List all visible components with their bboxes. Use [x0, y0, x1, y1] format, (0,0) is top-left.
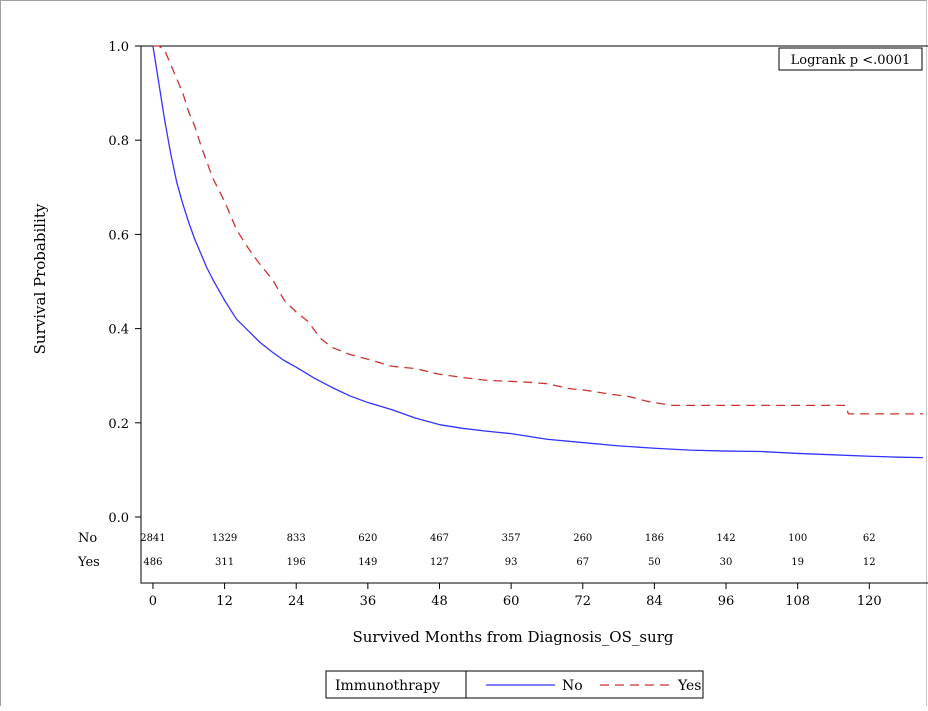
at-risk-row-label: No — [78, 531, 97, 546]
y-tick-label: 1.0 — [108, 40, 129, 55]
x-tick-label: 36 — [360, 594, 377, 609]
y-tick-label: 0.4 — [108, 323, 129, 338]
y-axis-label: Survival Probability — [31, 203, 49, 354]
logrank-box — [778, 47, 923, 71]
x-tick-label: 12 — [216, 594, 233, 609]
at-risk-row-label: Yes — [77, 555, 100, 570]
x-axis: 0 12 24 36 48 60 72 84 96 108 120 — [149, 583, 882, 609]
x-tick-label: 96 — [718, 594, 735, 609]
legend: Immunothrapy No Yes — [325, 670, 704, 699]
at-risk-value: 67 — [576, 557, 589, 568]
at-risk-value: 2841 — [140, 533, 165, 544]
x-tick-label: 0 — [149, 594, 157, 609]
at-risk-value: 93 — [505, 557, 518, 568]
at-risk-table: No 2841 1329 833 620 467 357 260 186 142 100 62 Yes 4… — [77, 531, 876, 570]
y-tick-label: 0.2 — [108, 417, 129, 432]
at-risk-value: 833 — [287, 533, 306, 544]
y-tick-label: 0.6 — [108, 228, 129, 243]
at-risk-value: 486 — [143, 557, 162, 568]
at-risk-value: 149 — [358, 557, 377, 568]
at-risk-value: 12 — [863, 557, 876, 568]
at-risk-value: 467 — [430, 533, 449, 544]
at-risk-value: 127 — [430, 557, 449, 568]
at-risk-value: 357 — [502, 533, 521, 544]
at-risk-value: 186 — [645, 533, 664, 544]
x-tick-label: 120 — [857, 594, 882, 609]
legend-label-no: No — [562, 678, 583, 694]
series-line-yes — [152, 45, 924, 415]
at-risk-value: 260 — [573, 533, 592, 544]
x-tick-label: 48 — [431, 594, 448, 609]
legend-title: Immunothrapy — [335, 678, 440, 694]
at-risk-value: 30 — [720, 557, 733, 568]
x-tick-label: 108 — [785, 594, 810, 609]
y-tick-label: 0.0 — [108, 511, 129, 526]
y-tick-label: 0.8 — [108, 134, 129, 149]
at-risk-value: 100 — [788, 533, 807, 544]
at-risk-value: 1329 — [212, 533, 237, 544]
logrank-text: Logrank p <.0001 — [791, 53, 911, 68]
at-risk-value: 620 — [358, 533, 377, 544]
at-risk-value: 311 — [215, 557, 234, 568]
series-line-no — [152, 45, 924, 459]
at-risk-value: 19 — [791, 557, 804, 568]
at-risk-value: 62 — [863, 533, 876, 544]
at-risk-value: 142 — [716, 533, 735, 544]
logrank-annotation: Logrank p <.0001 — [778, 47, 923, 71]
x-tick-label: 72 — [574, 594, 591, 609]
survival-curves — [152, 45, 924, 459]
plot-area — [140, 45, 928, 584]
legend-label-yes: Yes — [677, 678, 702, 694]
x-tick-label: 24 — [288, 594, 305, 609]
at-risk-value: 50 — [648, 557, 661, 568]
x-tick-label: 84 — [646, 594, 663, 609]
x-tick-label: 60 — [503, 594, 520, 609]
at-risk-value: 196 — [287, 557, 306, 568]
x-axis-label: Survived Months from Diagnosis_OS_surg — [352, 628, 673, 646]
y-axis: 0.0 0.2 0.4 0.6 0.8 1.0 — [108, 40, 141, 526]
